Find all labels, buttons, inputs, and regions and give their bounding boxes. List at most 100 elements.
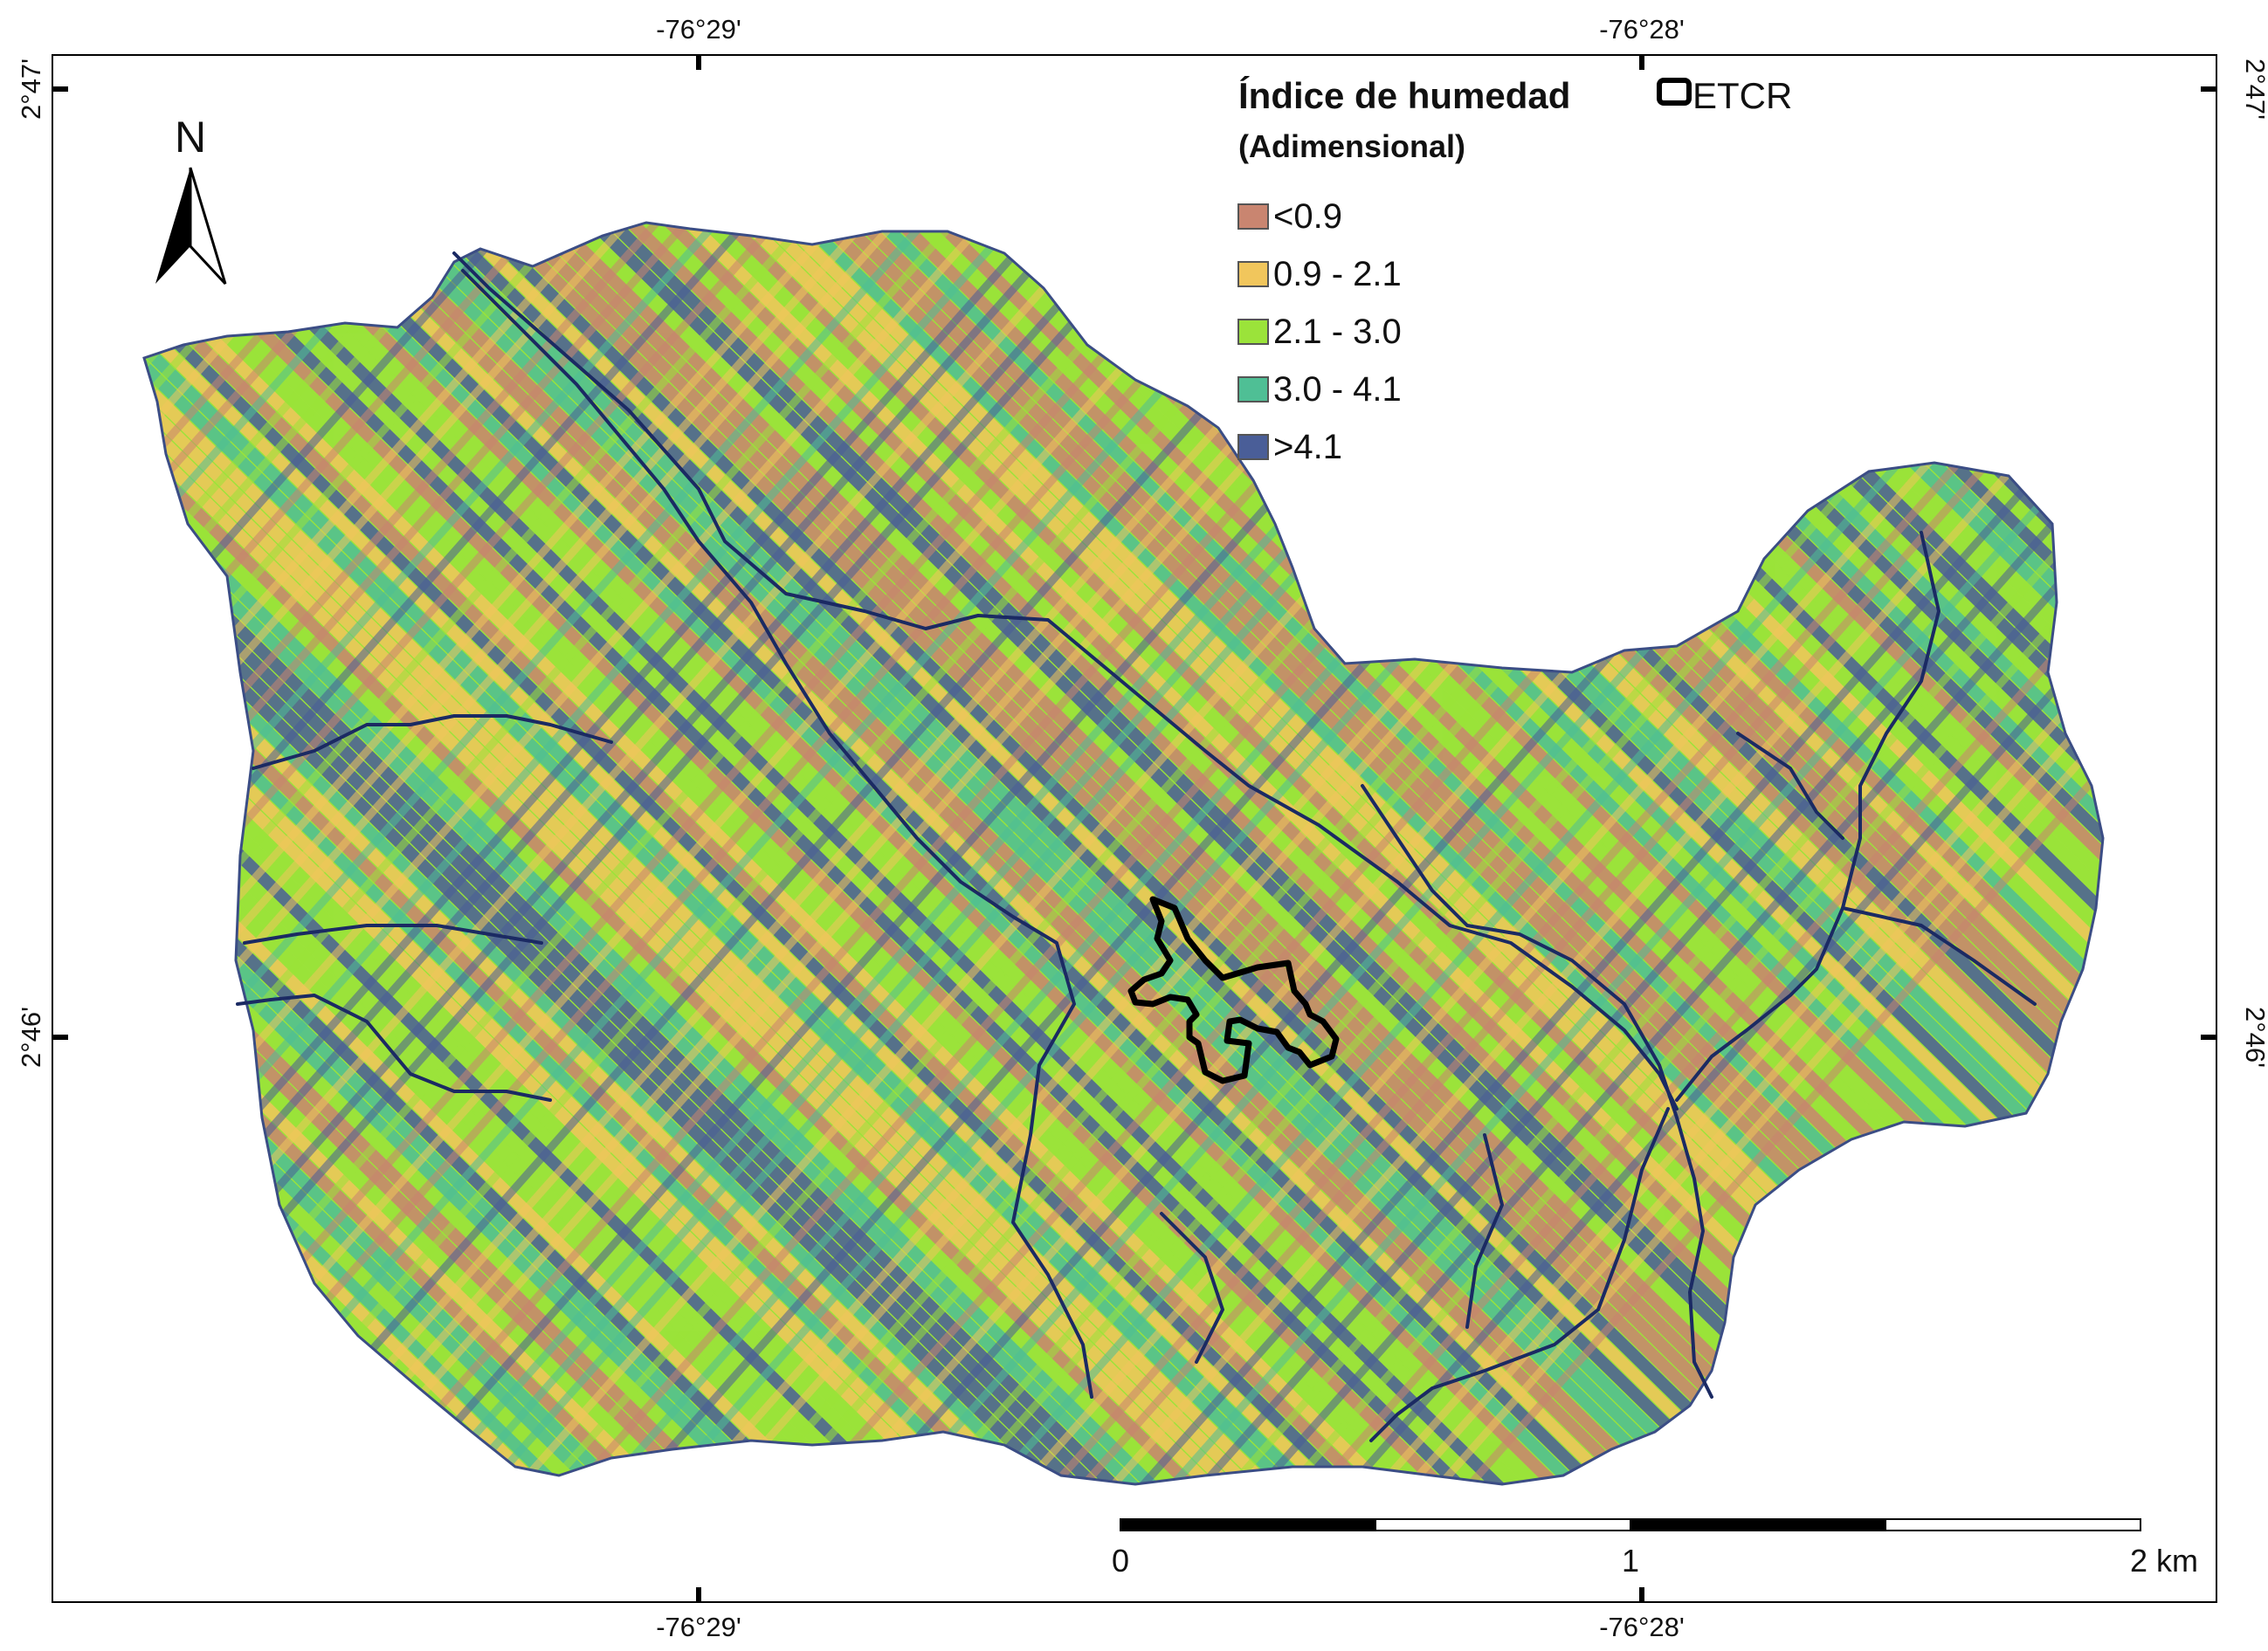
scale-seg-4 xyxy=(1885,1518,2141,1531)
raster-stripe xyxy=(204,223,1347,1484)
raster-stripe xyxy=(234,223,1376,1484)
raster-stripe xyxy=(144,223,693,1484)
scale-label-0: 0 xyxy=(1112,1543,1129,1579)
raster-stripe xyxy=(144,223,577,1484)
raster-stripe xyxy=(144,223,396,1484)
raster-stripe xyxy=(144,223,634,1484)
scale-bar: 0 1 2 km xyxy=(1112,1518,2198,1579)
etcr-polygon xyxy=(1127,896,1340,1084)
legend-swatch-4 xyxy=(1237,434,1269,460)
scale-seg-2 xyxy=(1375,1518,1631,1531)
raster-stripe xyxy=(1244,223,2103,1484)
raster-stripe xyxy=(1303,223,2103,1484)
stream-south-3 xyxy=(1160,1212,1224,1364)
legend-etcr-swatch xyxy=(1657,78,1692,106)
frame-ticks xyxy=(52,55,2216,1602)
coord-right-1: 2°47' xyxy=(2240,58,2268,120)
legend-items: <0.9 0.9 - 2.1 2.1 - 3.0 3.0 - 4.1 >4.1 xyxy=(1237,197,1402,466)
legend-swatch-1 xyxy=(1237,261,1269,287)
north-arrow: N xyxy=(155,113,227,285)
legend-swatch-3 xyxy=(1237,376,1269,402)
raster-stripe xyxy=(144,223,750,1484)
legend-swatch-0 xyxy=(1237,203,1269,230)
raster-stripe xyxy=(144,223,931,1484)
raster-stripe xyxy=(0,218,7,1502)
raster-stripe xyxy=(144,223,575,1484)
raster-stripe xyxy=(144,223,1079,1484)
legend-label-1: 0.9 - 2.1 xyxy=(1273,255,1402,293)
raster-stripe xyxy=(1362,223,2103,1484)
raster-stripe xyxy=(144,223,367,1484)
raster-stripe xyxy=(144,223,693,1484)
raster-stripe xyxy=(144,223,961,1484)
raster-stripe xyxy=(144,223,486,1484)
stream-west-mid xyxy=(243,924,543,945)
raster-stripe xyxy=(144,223,1442,1484)
north-arrow-right-half xyxy=(189,167,227,285)
coord-bottom-2: -76°28' xyxy=(1599,1612,1685,1642)
raster-stripe xyxy=(144,223,635,1484)
raster-stripe xyxy=(144,223,1115,1484)
north-arrow-label: N xyxy=(175,113,206,162)
scale-seg-1 xyxy=(1120,1518,1376,1531)
raster-stripe xyxy=(0,218,35,1502)
raster-stripe xyxy=(264,223,1406,1484)
raster-stripe xyxy=(2241,218,2268,1502)
coord-right-2: 2°46' xyxy=(2240,1007,2268,1068)
raster-stripe xyxy=(1184,223,2103,1484)
scale-label-1: 1 xyxy=(1622,1543,1639,1579)
raster-stripe xyxy=(144,223,596,1484)
raster-stripe xyxy=(1451,223,2103,1484)
raster-stripe xyxy=(2260,218,2268,1502)
stream-east-branch-3 xyxy=(1841,906,2037,1006)
scale-seg-3 xyxy=(1630,1518,1886,1531)
raster-stripe xyxy=(175,223,1317,1484)
raster-stripe xyxy=(1155,223,2103,1484)
raster-stripe xyxy=(144,223,872,1484)
basin-outline xyxy=(142,221,2105,1486)
legend-label-0: <0.9 xyxy=(1273,197,1342,236)
raster-stripe xyxy=(144,223,731,1484)
raster-stripe xyxy=(144,223,1020,1484)
legend-subtitle: (Adimensional) xyxy=(1238,128,1465,164)
raster-stripe xyxy=(145,223,1287,1484)
legend: Índice de humedad ETCR (Adimensional) <0… xyxy=(1237,75,1792,466)
legend-etcr-label: ETCR xyxy=(1692,75,1792,116)
stream-east-branch xyxy=(1675,531,1941,1102)
raster-stripe xyxy=(144,223,901,1484)
stream-main-north xyxy=(452,251,1679,1111)
stream-center xyxy=(872,784,1093,1399)
raster-stripe xyxy=(144,223,1000,1484)
raster-stripe xyxy=(144,223,545,1484)
raster-stripe xyxy=(144,223,456,1484)
raster-stripe xyxy=(1333,223,2103,1484)
raster-stripe xyxy=(144,223,604,1484)
raster-stripe xyxy=(0,218,16,1502)
raster-stripe xyxy=(144,223,1058,1484)
stream-east-branch-2 xyxy=(1736,732,1844,840)
stream-east-main xyxy=(1361,784,1713,1399)
raster-stripe xyxy=(144,223,673,1484)
raster-stripe xyxy=(0,218,54,1502)
coord-left-2: 2°46' xyxy=(16,1007,46,1068)
north-arrow-left-half xyxy=(155,168,190,284)
raster-stripe xyxy=(584,223,1903,1484)
raster-stripe xyxy=(1392,223,2103,1484)
coord-top-1: -76°29' xyxy=(656,14,741,45)
raster-stripe xyxy=(258,223,1576,1484)
raster-stripe xyxy=(2222,218,2268,1502)
stream-south xyxy=(1369,1107,1670,1442)
stream-west-upper xyxy=(252,714,613,770)
raster-stripe xyxy=(450,223,1768,1484)
coord-left-1: 2°47' xyxy=(16,58,46,120)
legend-title: Índice de humedad xyxy=(1238,75,1570,116)
raster-stripe xyxy=(1273,223,2103,1484)
legend-label-2: 2.1 - 3.0 xyxy=(1273,313,1402,351)
raster-stripe xyxy=(144,223,664,1484)
raster-stripe xyxy=(144,223,426,1484)
raster-stripe xyxy=(144,223,515,1484)
raster-stripe xyxy=(1214,223,2103,1484)
raster-stripe xyxy=(0,218,37,1502)
legend-swatch-2 xyxy=(1237,319,1269,345)
